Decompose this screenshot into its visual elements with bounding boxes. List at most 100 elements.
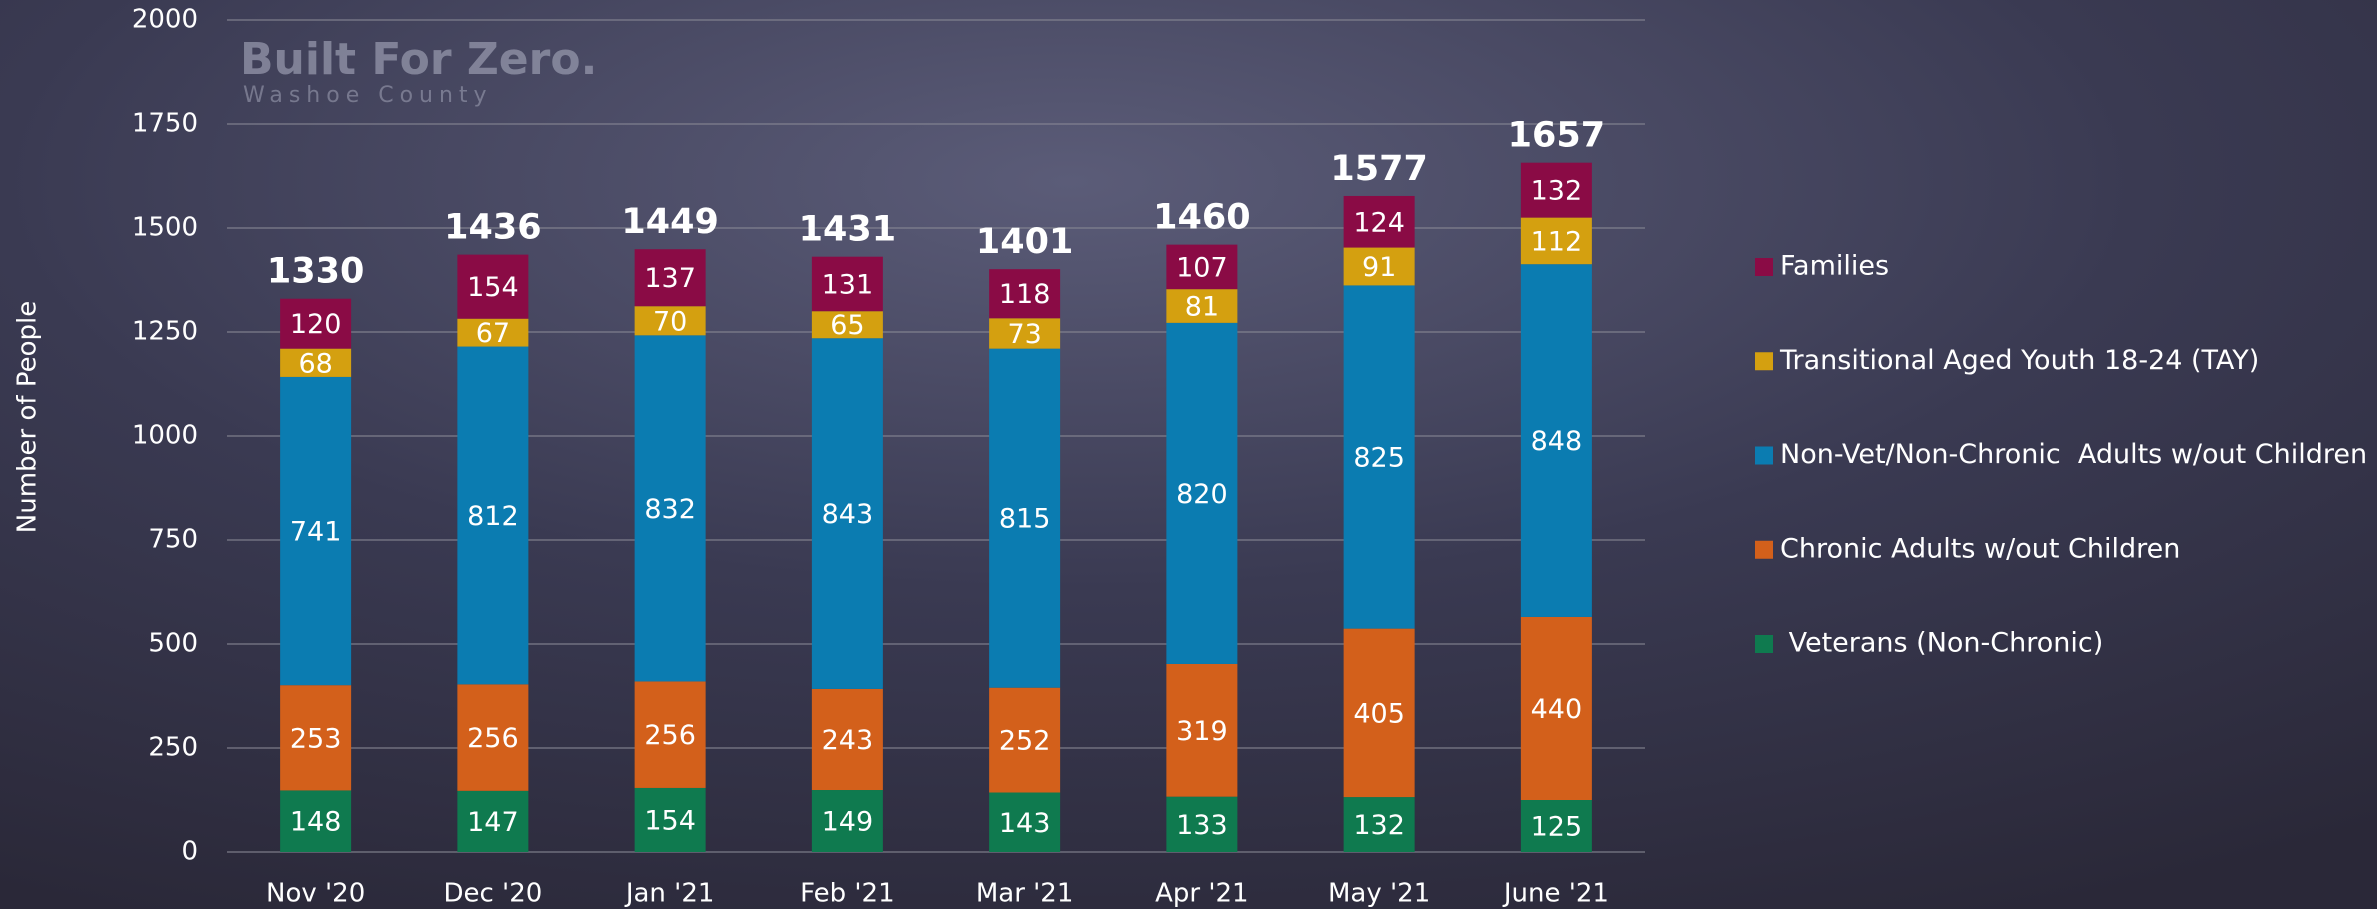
bar-segment: [457, 684, 529, 791]
bar-segment: [1166, 796, 1238, 852]
bar-segment: [1520, 616, 1592, 800]
bar-segment: [989, 687, 1061, 793]
legend-label: Non-Vet/Non-Chronic Adults w/out Childre…: [1780, 439, 2367, 470]
legend-label: Transitional Aged Youth 18-24 (TAY): [1779, 345, 2259, 376]
watermark-subtitle: Washoe County: [243, 83, 493, 108]
bar-segment: [280, 376, 352, 686]
data-label: 820: [1176, 479, 1228, 510]
x-tick-label: Mar '21: [976, 879, 1074, 909]
bar-segment: [1520, 217, 1592, 265]
total-label: 1657: [1508, 116, 1605, 156]
legend-swatch: [1755, 635, 1773, 653]
bar-segment: [811, 338, 883, 689]
total-label: 1449: [621, 202, 718, 242]
data-label: 81: [1185, 292, 1219, 323]
data-label: 132: [1353, 810, 1405, 841]
bar-segment: [1166, 244, 1238, 290]
bar-segment: [1343, 797, 1415, 852]
watermark-title: Built For Zero.: [240, 34, 597, 85]
y-axis-label: Number of People: [13, 301, 43, 533]
total-label: 1460: [1153, 198, 1250, 238]
data-label: 825: [1353, 443, 1405, 474]
data-label: 815: [999, 504, 1051, 535]
bar-segment: [634, 335, 706, 682]
data-label: 243: [822, 725, 874, 756]
data-label: 252: [999, 726, 1051, 757]
bar-segment: [811, 311, 883, 339]
bar-segment: [989, 269, 1061, 319]
data-label: 148: [290, 807, 342, 838]
bar-segment: [1520, 800, 1592, 852]
legend-label: Chronic Adults w/out Children: [1780, 533, 2180, 564]
total-label: 1431: [799, 210, 896, 250]
data-label: 120: [290, 309, 342, 340]
data-label: 256: [644, 720, 696, 751]
data-label: 65: [830, 310, 864, 341]
bar-segment: [1166, 322, 1238, 664]
data-label: 319: [1176, 716, 1228, 747]
total-label: 1577: [1330, 149, 1427, 189]
y-tick-label: 500: [148, 629, 198, 659]
bar-segment: [457, 254, 529, 319]
data-label: 132: [1531, 176, 1583, 207]
data-label: 848: [1531, 426, 1583, 457]
y-tick-label: 1500: [132, 213, 198, 243]
data-label: 124: [1353, 207, 1405, 238]
y-tick-label: 2000: [132, 5, 198, 35]
y-tick-label: 1750: [132, 109, 198, 139]
data-label: 125: [1531, 812, 1583, 843]
total-label: 1436: [444, 208, 541, 248]
data-label: 154: [644, 805, 696, 836]
data-label: 107: [1176, 252, 1228, 283]
data-label: 143: [999, 808, 1051, 839]
bar-segment: [457, 790, 529, 852]
data-label: 68: [298, 348, 332, 379]
bar-segment: [1166, 289, 1238, 323]
x-tick-label: Nov '20: [266, 879, 365, 909]
bar-segment: [811, 790, 883, 852]
bar-segment: [634, 681, 706, 788]
total-label: 1330: [267, 252, 364, 292]
data-label: 133: [1176, 810, 1228, 841]
legend-swatch: [1755, 352, 1773, 371]
bar-segment: [280, 685, 352, 791]
data-label: 137: [644, 263, 696, 294]
data-label: 70: [653, 306, 687, 337]
bar-segment: [280, 298, 352, 349]
x-tick-label: Jan '21: [624, 879, 715, 909]
bar-segment: [1520, 264, 1592, 617]
bar-segment: [1343, 247, 1415, 286]
data-label: 256: [467, 723, 519, 754]
bar-segment: [634, 249, 706, 307]
data-label: 118: [999, 279, 1051, 310]
data-label: 741: [290, 517, 342, 548]
data-label: 147: [467, 807, 519, 838]
bar-segment: [989, 318, 1061, 349]
bar-segment: [1520, 162, 1592, 218]
bar-segment: [457, 318, 529, 347]
bar-segment: [634, 787, 706, 852]
data-label: 253: [290, 723, 342, 754]
bar-segment: [1166, 663, 1238, 797]
legend-swatch: [1755, 258, 1773, 276]
bar-segment: [811, 256, 883, 312]
legend-swatch: [1755, 446, 1773, 465]
legend-swatch: [1755, 540, 1773, 559]
data-label: 73: [1007, 319, 1041, 350]
legend-label: Families: [1780, 251, 1889, 282]
bar-segment: [1343, 285, 1415, 629]
x-tick-label: June '21: [1502, 879, 1609, 909]
data-label: 154: [467, 272, 519, 303]
y-tick-label: 750: [148, 525, 198, 555]
y-tick-label: 1250: [132, 317, 198, 347]
y-tick-label: 250: [148, 733, 198, 763]
bar-segment: [457, 346, 529, 685]
bar-segment: [280, 790, 352, 852]
data-label: 440: [1531, 694, 1583, 725]
data-label: 131: [822, 269, 874, 300]
x-tick-label: Dec '20: [443, 879, 542, 909]
data-label: 405: [1353, 698, 1405, 729]
bar-segment: [634, 306, 706, 336]
data-label: 67: [476, 318, 510, 349]
x-tick-label: May '21: [1328, 879, 1430, 909]
